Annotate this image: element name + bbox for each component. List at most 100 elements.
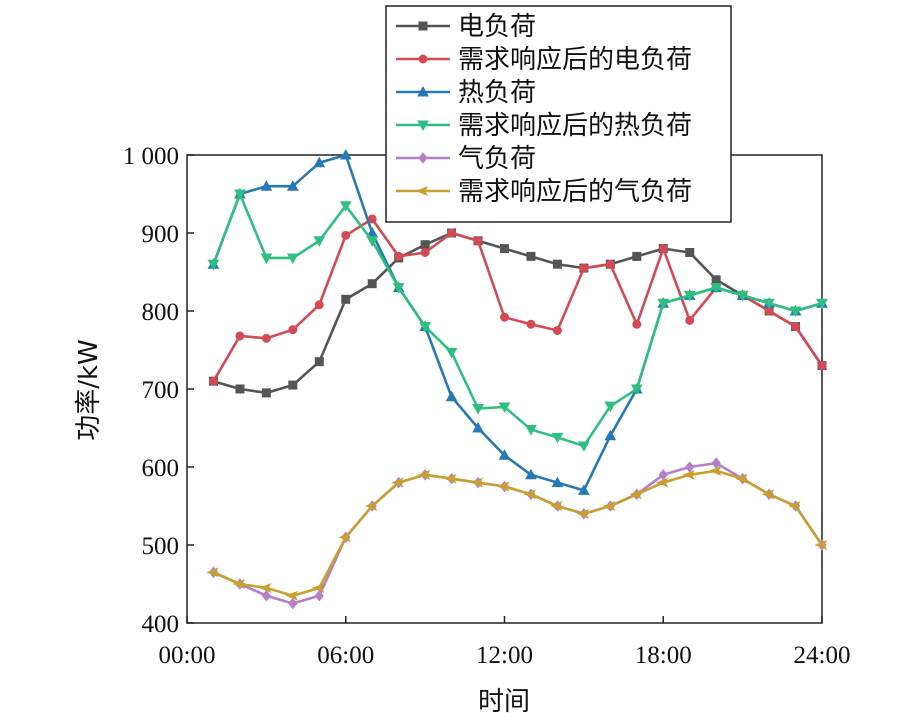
data-point	[445, 390, 458, 402]
data-point	[632, 319, 642, 329]
data-point	[288, 325, 298, 335]
y-tick-label: 400	[142, 611, 180, 638]
data-point	[207, 259, 220, 271]
legend-swatch-marker	[417, 85, 429, 97]
data-point	[313, 236, 326, 247]
data-point	[685, 315, 695, 325]
data-point	[525, 468, 537, 480]
data-point	[551, 476, 564, 488]
data-point	[576, 508, 589, 519]
data-point	[817, 361, 827, 371]
data-point	[629, 489, 642, 500]
series-line	[212, 192, 823, 448]
legend-label: 热负荷	[458, 78, 536, 108]
data-point	[500, 244, 509, 254]
data-point	[394, 251, 404, 261]
data-point	[711, 457, 721, 469]
data-point	[285, 590, 298, 601]
data-point	[526, 319, 536, 329]
data-point	[736, 290, 749, 302]
legend-label: 需求响应后的热负荷	[458, 111, 692, 141]
data-point	[208, 376, 218, 386]
data-point	[341, 230, 351, 240]
data-point	[313, 156, 326, 168]
data-point	[314, 357, 324, 367]
data-point	[367, 279, 377, 289]
y-axis-title: 功率/kW	[74, 339, 104, 441]
data-point	[685, 461, 695, 473]
data-point	[632, 251, 642, 261]
x-axis: 00:00 06:00 12:00 18:00 24:00	[159, 616, 850, 669]
data-point	[288, 597, 298, 610]
data-point	[314, 589, 324, 602]
legend-label: 气负荷	[458, 144, 536, 174]
data-point	[788, 501, 801, 511]
data-point	[602, 501, 616, 511]
data-point	[417, 469, 431, 480]
data-point	[470, 477, 484, 488]
data-point	[655, 477, 669, 488]
data-point	[604, 401, 617, 413]
x-tick-label: 18:00	[635, 642, 692, 669]
series-line	[212, 217, 824, 382]
data-point	[364, 501, 378, 511]
data-point	[234, 189, 246, 201]
data-point	[658, 244, 668, 254]
data-point	[630, 384, 643, 396]
data-point	[682, 469, 695, 480]
series-1	[208, 228, 827, 398]
series-2	[208, 214, 827, 386]
data-point	[339, 201, 352, 212]
data-point	[232, 579, 245, 589]
data-point	[525, 425, 537, 436]
data-point	[500, 312, 509, 322]
y-tick-label: 500	[142, 533, 180, 560]
data-point	[288, 380, 298, 390]
data-point	[789, 306, 802, 318]
data-point	[498, 402, 511, 413]
data-point	[472, 421, 484, 433]
data-point	[261, 333, 271, 343]
data-point	[604, 429, 617, 441]
data-point	[685, 248, 695, 257]
data-point	[259, 582, 272, 593]
data-point	[447, 228, 457, 238]
legend-swatch-marker	[417, 120, 429, 132]
data-point	[605, 259, 615, 269]
legend-swatch-marker	[418, 54, 428, 64]
legend-label: 需求响应后的气负荷	[458, 177, 692, 207]
data-point	[498, 449, 511, 460]
data-point	[339, 148, 352, 160]
data-point	[473, 236, 483, 246]
data-point	[235, 384, 245, 394]
data-point	[578, 441, 590, 452]
data-point	[526, 251, 536, 261]
series-line	[212, 461, 824, 605]
data-point	[286, 180, 299, 191]
data-point	[761, 489, 775, 500]
data-point	[550, 501, 563, 511]
data-point	[338, 532, 351, 543]
legend-swatch-marker	[418, 21, 428, 31]
data-point	[260, 180, 273, 191]
data-point	[814, 540, 828, 550]
data-point	[578, 484, 590, 495]
data-point	[552, 326, 562, 335]
x-axis-title: 时间	[478, 687, 530, 717]
y-tick-label: 1 000	[123, 143, 179, 170]
data-point	[206, 567, 219, 578]
data-point	[816, 298, 828, 310]
legend-label: 需求响应后的电负荷	[458, 45, 692, 75]
data-point	[683, 290, 696, 302]
series-layer	[206, 148, 828, 610]
y-tick-label: 800	[142, 299, 180, 326]
data-point	[311, 582, 325, 593]
data-point	[523, 489, 536, 500]
y-tick-label: 600	[142, 455, 180, 482]
legend-swatch-marker	[415, 186, 429, 196]
data-point	[708, 465, 722, 476]
data-point	[472, 404, 484, 415]
data-point	[420, 248, 430, 257]
data-point	[420, 240, 430, 250]
